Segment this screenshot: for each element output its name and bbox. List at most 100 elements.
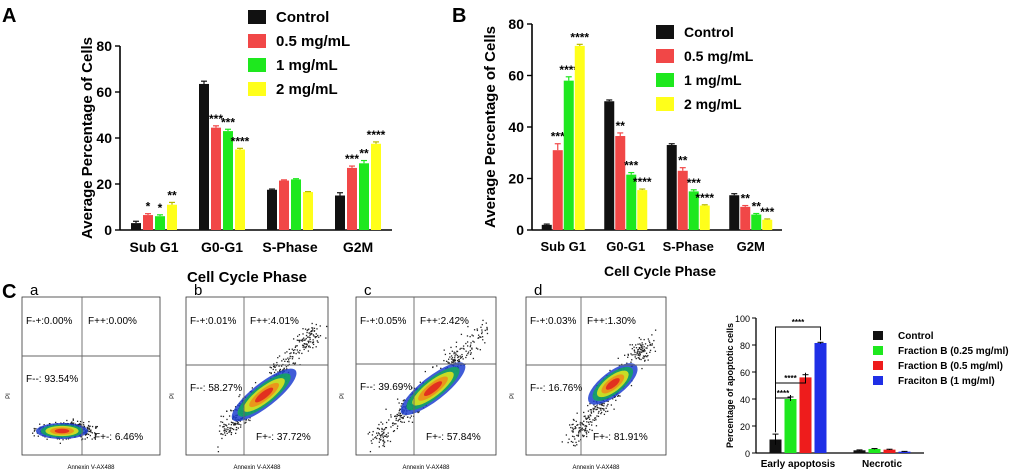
- event-dot: [371, 434, 374, 436]
- event-dot: [453, 353, 455, 355]
- event-dot: [228, 415, 231, 417]
- event-dot: [279, 368, 282, 371]
- event-dot: [568, 424, 571, 426]
- event-dot: [579, 426, 581, 429]
- legend-swatch: [656, 49, 674, 63]
- event-dot: [393, 423, 396, 425]
- bar-0-5-mg-ml: [143, 215, 153, 230]
- quadrant-ur: F++:4.01%: [250, 316, 299, 327]
- event-dot: [561, 441, 563, 443]
- event-dot: [583, 420, 585, 422]
- event-dot: [79, 420, 82, 423]
- significance-stars: ****: [784, 374, 797, 383]
- event-dot: [306, 344, 308, 346]
- event-dot: [637, 357, 639, 359]
- event-dot: [612, 398, 614, 400]
- event-dot: [402, 417, 404, 420]
- event-dot: [295, 352, 297, 355]
- event-dot: [383, 432, 385, 434]
- event-dot: [653, 339, 655, 342]
- event-dot: [647, 359, 649, 361]
- event-dot: [403, 415, 405, 417]
- legend-label: Control: [684, 24, 734, 40]
- event-dot: [638, 357, 640, 359]
- bar-2-mg-ml: [574, 45, 585, 231]
- event-dot: [479, 336, 481, 338]
- event-dot: [299, 349, 301, 352]
- event-dot: [637, 343, 639, 345]
- panel-label-b: B: [452, 5, 466, 27]
- event-dot: [85, 433, 87, 436]
- event-dot: [306, 336, 309, 338]
- event-dot: [476, 329, 479, 332]
- event-dot: [574, 438, 576, 440]
- event-dot: [382, 444, 384, 447]
- event-dot: [398, 402, 400, 404]
- event-dot: [273, 371, 276, 374]
- bar-1-mg-ml: [626, 174, 637, 230]
- event-dot: [284, 352, 286, 354]
- event-dot: [638, 358, 641, 360]
- event-dot: [458, 360, 461, 363]
- event-dot: [237, 423, 239, 425]
- event-dot: [593, 408, 596, 410]
- event-dot: [247, 419, 250, 421]
- event-dot: [306, 331, 308, 334]
- event-dot: [601, 407, 604, 410]
- event-dot: [230, 421, 233, 423]
- event-dot: [378, 441, 381, 443]
- plot-frame: [525, 296, 667, 456]
- event-dot: [309, 338, 311, 341]
- event-dot: [235, 432, 237, 435]
- event-dot: [581, 429, 583, 431]
- event-dot: [574, 427, 577, 429]
- x-category-label: Sub G1: [540, 239, 586, 254]
- event-dot: [283, 367, 285, 370]
- event-dot: [486, 326, 488, 329]
- event-dot: [223, 430, 225, 432]
- event-dot: [244, 422, 246, 424]
- event-dot: [367, 433, 369, 435]
- event-dot: [277, 371, 279, 373]
- event-dot: [380, 438, 382, 441]
- y-tick-label: 100: [735, 314, 750, 324]
- significance-stars: **: [752, 200, 762, 214]
- event-dot: [228, 423, 230, 425]
- bar-1-mg-ml: [223, 131, 233, 230]
- event-dot: [640, 344, 643, 346]
- event-dot: [450, 358, 453, 360]
- event-dot: [305, 343, 307, 345]
- event-dot: [312, 339, 314, 341]
- event-dot: [383, 429, 385, 431]
- event-dot: [289, 357, 291, 359]
- event-dot: [272, 368, 274, 371]
- event-dot: [567, 441, 569, 444]
- event-dot: [303, 348, 305, 351]
- bar-1-mg-ml: [359, 163, 369, 230]
- event-dot: [574, 426, 576, 428]
- bar-1-mg-ml: [155, 216, 165, 230]
- event-dot: [649, 351, 651, 353]
- event-dot: [294, 349, 296, 351]
- event-dot: [581, 427, 584, 429]
- event-dot: [598, 410, 600, 413]
- x-category-label: S-Phase: [663, 239, 714, 254]
- event-dot: [66, 419, 68, 422]
- event-dot: [603, 402, 605, 405]
- y-axis-title: PI: [6, 393, 12, 399]
- event-dot: [273, 365, 275, 367]
- event-dot: [618, 364, 621, 367]
- y-tick-label: 20: [740, 422, 750, 432]
- event-dot: [466, 354, 468, 356]
- bar-control: [729, 195, 740, 230]
- event-dot: [301, 352, 303, 355]
- event-dot: [469, 335, 471, 338]
- event-dot: [635, 347, 638, 349]
- event-dot: [287, 359, 290, 361]
- legend-label: Control: [898, 331, 934, 342]
- event-dot: [313, 330, 315, 332]
- event-dot: [82, 421, 85, 424]
- event-dot: [587, 417, 589, 419]
- event-dot: [407, 416, 409, 418]
- event-dot: [598, 407, 600, 409]
